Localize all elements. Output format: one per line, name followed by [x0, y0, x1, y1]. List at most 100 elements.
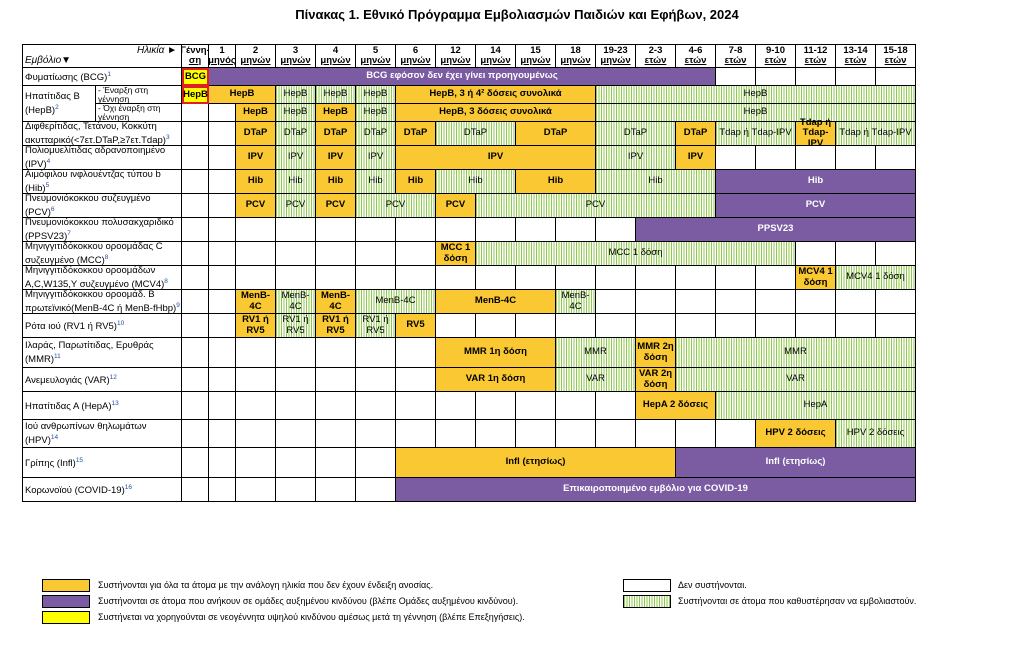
empty-cell [356, 392, 396, 420]
empty-cell [182, 242, 209, 266]
empty-cell [676, 290, 716, 314]
empty-cell [182, 122, 209, 146]
empty-cell [236, 242, 276, 266]
schedule-bar-purple: Hib [716, 170, 916, 194]
age-header: 2 μηνών [236, 44, 276, 68]
empty-cell [316, 242, 356, 266]
empty-cell [476, 420, 516, 448]
empty-cell [556, 420, 596, 448]
legend-swatch-yellow [42, 579, 90, 592]
schedule-bar-green: RV1 ή RV5 [356, 314, 396, 338]
vaccine-label: Ηπατίτιδας Α (HepA)13 [22, 392, 182, 420]
empty-cell [396, 392, 436, 420]
empty-cell [476, 314, 516, 338]
empty-cell [182, 368, 209, 392]
empty-cell [876, 242, 916, 266]
vaccine-sublabel: - Έναρξη στη γέννηση [96, 86, 182, 104]
legend-yellow: Συστήνονται για όλα τα άτομα με την ανάλ… [98, 580, 434, 590]
empty-cell [756, 290, 796, 314]
vaccine-label: Μηνιγγιτιδόκοκκου οροομάδων A,C,W135,Y σ… [22, 266, 182, 290]
vaccine-label: Φυματίωσης (BCG)1 [22, 68, 182, 86]
schedule-bar-green: HepB [596, 86, 916, 104]
empty-cell [756, 68, 796, 86]
schedule-bar-green: PCV [356, 194, 436, 218]
empty-cell [236, 448, 276, 478]
empty-cell [516, 218, 556, 242]
schedule-bar-yellow: Hib [396, 170, 436, 194]
empty-cell [182, 266, 209, 290]
schedule-bar-green: IPV [596, 146, 676, 170]
empty-cell [209, 218, 236, 242]
schedule-bar-purple: Infl (ετησίως) [676, 448, 916, 478]
schedule-bar-green: PCV [276, 194, 316, 218]
schedule-bar-green: Tdap ή Tdap-IPV [716, 122, 796, 146]
age-header: 2-3 ετών [636, 44, 676, 68]
empty-cell [276, 448, 316, 478]
empty-cell [356, 266, 396, 290]
empty-cell [356, 338, 396, 368]
empty-cell [316, 478, 356, 502]
empty-cell [182, 448, 209, 478]
schedule-bar-yellow: VAR 1η δόση [436, 368, 556, 392]
empty-cell [276, 338, 316, 368]
empty-cell [356, 478, 396, 502]
schedule-bar-yellow: HepB, 3 ή 4² δόσεις συνολικά [396, 86, 596, 104]
schedule-bar-green: Hib [436, 170, 516, 194]
empty-cell [556, 266, 596, 290]
empty-cell [236, 368, 276, 392]
age-header: 5 μηνών [356, 44, 396, 68]
table-corner: Ηλικία ► Εμβόλιο▼ [22, 44, 182, 68]
vaccine-label: Πολιομυελίτιδας αδρανοποιημένο (IPV)4 [22, 146, 182, 170]
schedule-bar-yellow: PCV [436, 194, 476, 218]
empty-cell [876, 314, 916, 338]
empty-cell [476, 266, 516, 290]
empty-cell [209, 290, 236, 314]
empty-cell [596, 392, 636, 420]
schedule-bar-green: MCV4 1 δόση [836, 266, 916, 290]
empty-cell [182, 314, 209, 338]
empty-cell [182, 290, 209, 314]
age-header: 6 μηνών [396, 44, 436, 68]
empty-cell [236, 218, 276, 242]
age-header: 18 μηνών [556, 44, 596, 68]
empty-cell [516, 314, 556, 338]
age-header: 15 μηνών [516, 44, 556, 68]
schedule-bar-green: HepB [356, 86, 396, 104]
schedule-bar-yellow: PCV [316, 194, 356, 218]
empty-cell [209, 478, 236, 502]
legend-swatch-purple [42, 595, 90, 608]
age-header: 12 μηνών [436, 44, 476, 68]
empty-cell [876, 68, 916, 86]
schedule-bar-green: VAR [676, 368, 916, 392]
schedule-bar-yellow: Hib [236, 170, 276, 194]
empty-cell [182, 104, 209, 122]
schedule-bar-yellow: Tdap ή Tdap-IPV [796, 117, 836, 149]
empty-cell [316, 338, 356, 368]
schedule-bar-green: Hib [356, 170, 396, 194]
empty-cell [556, 314, 596, 338]
age-header: 7-8 ετών [716, 44, 756, 68]
schedule-bar-green: DTaP [436, 122, 516, 146]
empty-cell [716, 420, 756, 448]
empty-cell [836, 146, 876, 170]
age-header: 13-14 ετών [836, 44, 876, 68]
schedule-bar-green: Hib [596, 170, 716, 194]
empty-cell [796, 290, 836, 314]
empty-cell [596, 266, 636, 290]
vaccine-label: Ιού ανθρωπίνων θηλωμάτων (HPV)14 [22, 420, 182, 448]
empty-cell [396, 420, 436, 448]
empty-cell [316, 218, 356, 242]
empty-cell [182, 338, 209, 368]
empty-cell [276, 368, 316, 392]
schedule-bar-yellow: HepB [236, 104, 276, 122]
legend-swatch-red [42, 611, 90, 624]
empty-cell [596, 314, 636, 338]
empty-cell [182, 146, 209, 170]
schedule-bar-green: MenB-4C [356, 290, 436, 314]
schedule-bar-green: DTaP [596, 122, 676, 146]
empty-cell [836, 68, 876, 86]
empty-cell [316, 392, 356, 420]
vaccine-label: Ρότα ιού (RV1 ή RV5)10 [22, 314, 182, 338]
schedule-bar-yellow: Hib [316, 170, 356, 194]
empty-cell [396, 218, 436, 242]
